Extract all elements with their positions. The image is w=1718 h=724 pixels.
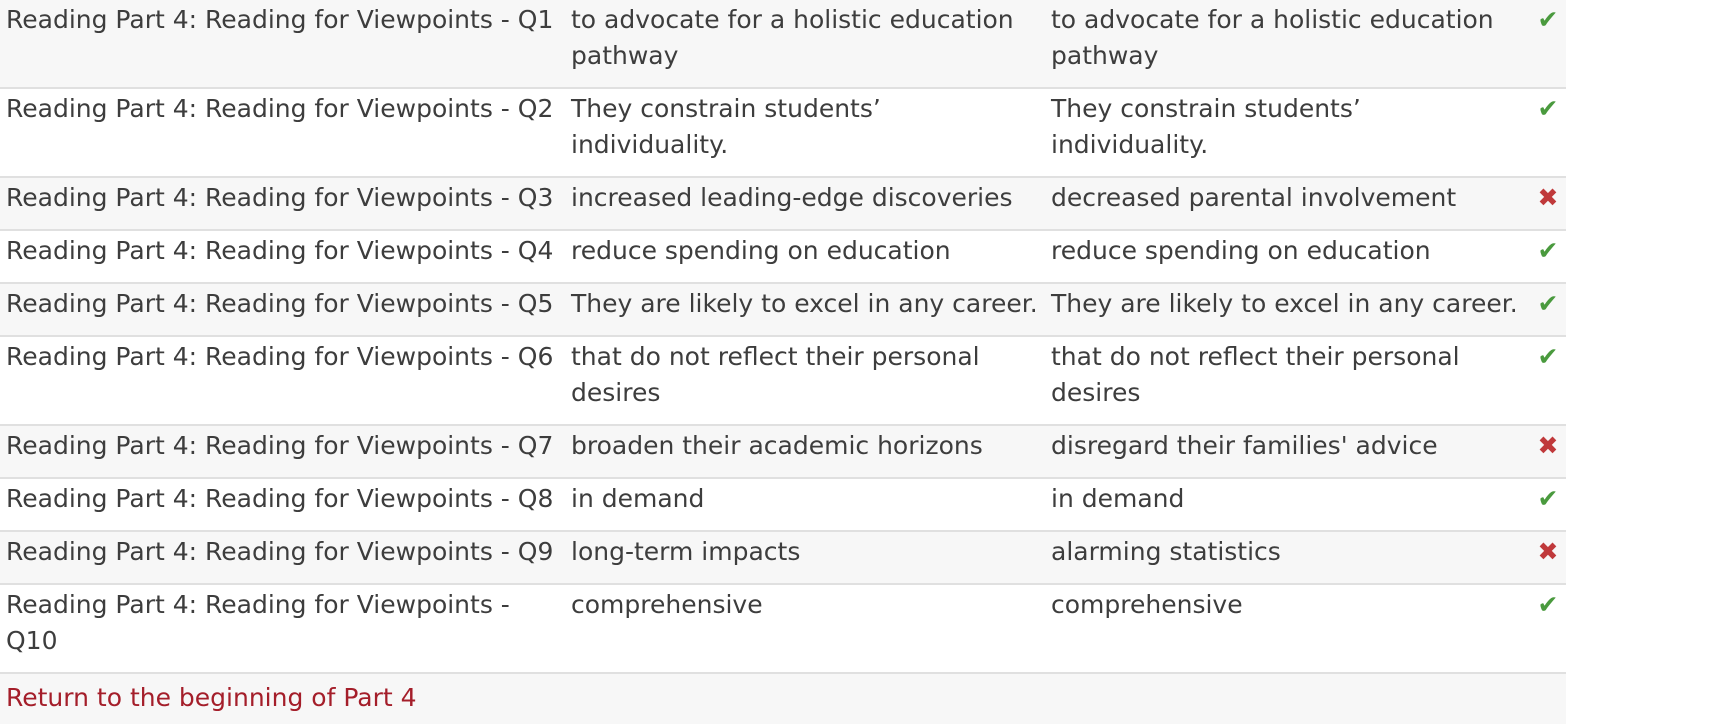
checkmark-icon: ✔ [1537, 236, 1559, 265]
return-to-part-4-link[interactable]: Return to the beginning of Part 4 [6, 683, 417, 712]
result-mark-cell: ✔ [1530, 283, 1566, 337]
checkmark-icon: ✔ [1537, 94, 1559, 123]
question-cell: Reading Part 4: Reading for Viewpoints -… [0, 0, 565, 89]
return-row: Return to the beginning of Part 4 [0, 674, 1566, 724]
question-cell: Reading Part 4: Reading for Viewpoints -… [0, 177, 565, 231]
your-answer-cell: They are likely to excel in any career. [565, 283, 1045, 337]
checkmark-icon: ✔ [1537, 342, 1559, 371]
table-row: Reading Part 4: Reading for Viewpoints -… [0, 88, 1566, 178]
cross-icon: ✖ [1537, 537, 1559, 566]
your-answer-cell: increased leading-edge discoveries [565, 177, 1045, 231]
question-cell: Reading Part 4: Reading for Viewpoints -… [0, 425, 565, 479]
correct-answer-cell: disregard their families' advice [1045, 425, 1530, 479]
your-answer-cell: long-term impacts [565, 531, 1045, 585]
your-answer-cell: comprehensive [565, 584, 1045, 674]
question-cell: Reading Part 4: Reading for Viewpoints -… [0, 478, 565, 532]
question-cell: Reading Part 4: Reading for Viewpoints -… [0, 283, 565, 337]
your-answer-cell: broaden their academic horizons [565, 425, 1045, 479]
table-row: Reading Part 4: Reading for Viewpoints -… [0, 584, 1566, 674]
result-mark-cell: ✖ [1530, 425, 1566, 479]
your-answer-cell: that do not reflect their personal desir… [565, 336, 1045, 426]
your-answer-cell: reduce spending on education [565, 230, 1045, 284]
question-cell: Reading Part 4: Reading for Viewpoints -… [0, 336, 565, 426]
checkmark-icon: ✔ [1537, 289, 1559, 318]
correct-answer-cell: decreased parental involvement [1045, 177, 1530, 231]
table-row: Reading Part 4: Reading for Viewpoints -… [0, 425, 1566, 479]
cross-icon: ✖ [1537, 431, 1559, 460]
question-cell: Reading Part 4: Reading for Viewpoints -… [0, 230, 565, 284]
correct-answer-cell: to advocate for a holistic education pat… [1045, 0, 1530, 89]
result-mark-cell: ✔ [1530, 230, 1566, 284]
table-row: Reading Part 4: Reading for Viewpoints -… [0, 283, 1566, 337]
results-table: Reading Part 4: Reading for Viewpoints -… [0, 0, 1566, 674]
correct-answer-cell: comprehensive [1045, 584, 1530, 674]
result-mark-cell: ✔ [1530, 478, 1566, 532]
result-mark-cell: ✔ [1530, 336, 1566, 426]
results-page: Reading Part 4: Reading for Viewpoints -… [0, 0, 1566, 712]
results-table-body: Reading Part 4: Reading for Viewpoints -… [0, 0, 1566, 674]
correct-answer-cell: They constrain students’ individuality. [1045, 88, 1530, 178]
correct-answer-cell: alarming statistics [1045, 531, 1530, 585]
correct-answer-cell: reduce spending on education [1045, 230, 1530, 284]
table-row: Reading Part 4: Reading for Viewpoints -… [0, 0, 1566, 89]
correct-answer-cell: in demand [1045, 478, 1530, 532]
correct-answer-cell: that do not reflect their personal desir… [1045, 336, 1530, 426]
table-row: Reading Part 4: Reading for Viewpoints -… [0, 177, 1566, 231]
question-cell: Reading Part 4: Reading for Viewpoints -… [0, 531, 565, 585]
table-row: Reading Part 4: Reading for Viewpoints -… [0, 230, 1566, 284]
result-mark-cell: ✔ [1530, 584, 1566, 674]
result-mark-cell: ✔ [1530, 0, 1566, 89]
checkmark-icon: ✔ [1537, 590, 1559, 619]
result-mark-cell: ✔ [1530, 88, 1566, 178]
correct-answer-cell: They are likely to excel in any career. [1045, 283, 1530, 337]
table-row: Reading Part 4: Reading for Viewpoints -… [0, 531, 1566, 585]
table-row: Reading Part 4: Reading for Viewpoints -… [0, 336, 1566, 426]
question-cell: Reading Part 4: Reading for Viewpoints -… [0, 88, 565, 178]
cross-icon: ✖ [1537, 183, 1559, 212]
checkmark-icon: ✔ [1537, 484, 1559, 513]
checkmark-icon: ✔ [1537, 5, 1559, 34]
table-row: Reading Part 4: Reading for Viewpoints -… [0, 478, 1566, 532]
your-answer-cell: to advocate for a holistic education pat… [565, 0, 1045, 89]
your-answer-cell: They constrain students’ individuality. [565, 88, 1045, 178]
question-cell: Reading Part 4: Reading for Viewpoints -… [0, 584, 565, 674]
result-mark-cell: ✖ [1530, 177, 1566, 231]
result-mark-cell: ✖ [1530, 531, 1566, 585]
your-answer-cell: in demand [565, 478, 1045, 532]
